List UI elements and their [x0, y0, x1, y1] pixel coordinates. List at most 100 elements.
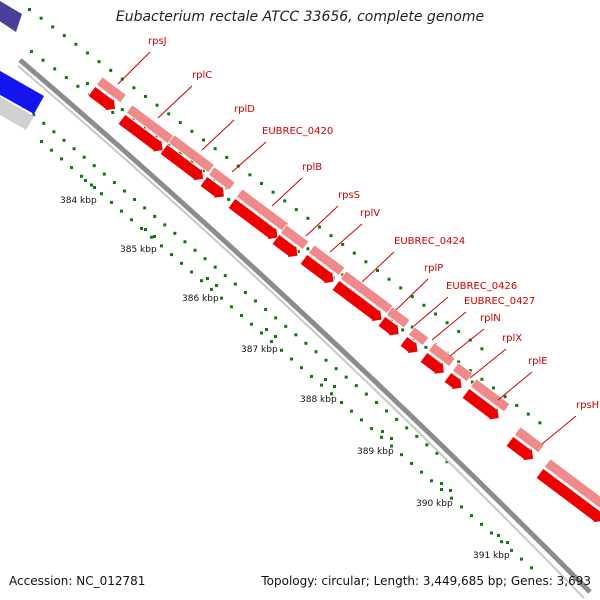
tick-dot [170, 253, 173, 257]
tick-dot [399, 286, 403, 290]
tick-dot [470, 380, 474, 384]
gene-band-light [513, 426, 545, 454]
tick-dot [324, 358, 328, 362]
leader-line [201, 119, 235, 151]
scale-label: 386 kbp [182, 294, 219, 304]
tick-dot [270, 340, 273, 344]
tick-dot [330, 392, 333, 396]
tick-dot [225, 155, 229, 159]
tick-dot [300, 366, 303, 370]
gene-band-light [279, 224, 310, 251]
tick-dot [318, 225, 321, 229]
scale-tick [153, 235, 156, 238]
tick-dot [329, 234, 333, 238]
scale-tick [265, 328, 268, 331]
tick-dot [460, 505, 463, 509]
tick-dot [64, 76, 68, 80]
scale-tick [506, 541, 509, 544]
gene-band-light [385, 306, 411, 329]
leader-line [541, 415, 577, 445]
tick-dot [200, 279, 203, 283]
tick-dot [150, 235, 153, 239]
tick-dot [364, 260, 368, 264]
tick-dot [202, 138, 205, 142]
tick-dot [110, 200, 113, 204]
tick-dot [39, 16, 43, 20]
tick-dot [430, 479, 433, 483]
tick-dot [102, 172, 106, 176]
tick-dot [510, 548, 513, 552]
tick-dot [410, 295, 414, 299]
feature-layer [0, 0, 600, 524]
tick-dot [457, 360, 461, 364]
tick-dot [280, 348, 283, 352]
scale-tick [390, 437, 393, 440]
tick-dot [202, 169, 205, 172]
tick-dot [50, 148, 53, 152]
tick-dot [400, 453, 403, 457]
gene-label: EUBREC_0420 [262, 126, 333, 137]
tick-dot [284, 324, 288, 328]
tick-dot [526, 412, 530, 416]
gene-arrow [199, 175, 225, 199]
tick-dot [167, 112, 171, 116]
tick-dot [190, 129, 194, 133]
scale-label: 385 kbp [120, 245, 157, 255]
accession-text: Accession: NC_012781 [9, 574, 146, 588]
gene-label: EUBREC_0424 [394, 236, 465, 247]
tick-dot [70, 166, 73, 170]
leader-line [117, 51, 151, 85]
tick-dot [380, 435, 383, 439]
leader-line [497, 371, 533, 401]
tick-dot [86, 51, 89, 55]
gene-band-light [427, 342, 456, 367]
gene-arrow [87, 85, 117, 112]
scale-tick [215, 284, 218, 287]
leader-line [395, 278, 429, 311]
tick-dot [183, 240, 187, 244]
tick-dot [538, 421, 542, 425]
tick-dot [410, 461, 413, 465]
tick-dot [370, 427, 373, 431]
tick-dot [360, 418, 363, 422]
gene-band-light [543, 458, 600, 509]
gene-band-light [167, 134, 215, 174]
tick-dot [243, 291, 247, 295]
scale-tick [206, 277, 209, 280]
tick-dot [120, 209, 123, 213]
scale-tick [440, 482, 443, 485]
tick-dot [480, 522, 483, 526]
scale-label: 387 kbp [241, 345, 278, 355]
gene-label: rplD [234, 104, 255, 115]
tick-dot [310, 374, 313, 378]
tick-dot [354, 384, 358, 388]
tick-dot [422, 303, 426, 307]
tick-dot [470, 514, 473, 518]
gene-label: rplN [480, 313, 501, 324]
tick-dot [72, 147, 76, 151]
tick-dot [341, 273, 345, 277]
gene-arrow [505, 435, 535, 462]
tick-dot [190, 160, 194, 164]
scale-label: 389 kbp [357, 447, 394, 457]
genome-backbone-shadow [17, 65, 585, 599]
tick-dot [283, 199, 287, 203]
feature-blue [0, 70, 44, 114]
tick-dot [434, 312, 437, 316]
tick-dot [480, 347, 484, 351]
tick-dot [385, 409, 389, 413]
tick-dot [515, 403, 519, 407]
gene-arrow [443, 371, 463, 391]
tick-dot [424, 345, 428, 349]
tick-dot [410, 325, 414, 329]
tick-dot [415, 434, 419, 438]
tick-dot [350, 409, 353, 413]
gene-band-light [451, 362, 474, 383]
map-title: Eubacterium rectale ATCC 33656, complete… [115, 9, 485, 25]
gene-arrow [377, 315, 400, 337]
leader-line [431, 311, 467, 341]
tick-dot [304, 341, 308, 345]
scale-tick [333, 385, 336, 388]
gene-arrow [399, 335, 419, 355]
tick-dot [440, 488, 443, 491]
